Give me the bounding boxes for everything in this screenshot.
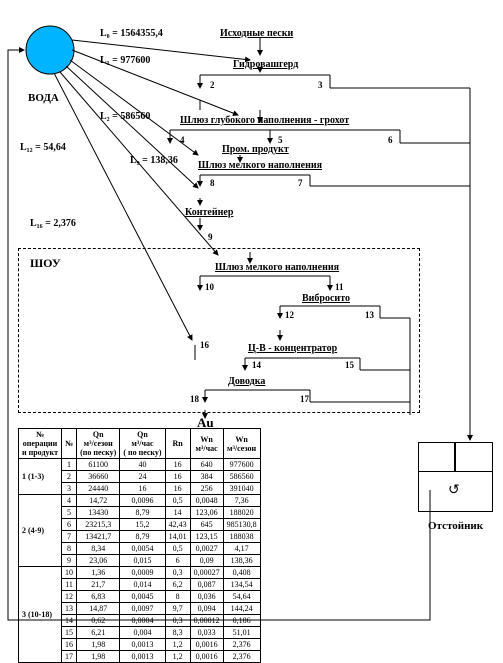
flow-l12: L₁₂ = 54,64 (20, 142, 66, 153)
table-row: 3 (10-18)101,360,00090,30,000270,408 (19, 567, 261, 579)
flow-l9: L₉ = 138,36 (130, 155, 178, 166)
settler-cell-1 (418, 442, 455, 472)
col-wn-hour: Wnм³/час (190, 429, 223, 459)
col-rn: Rn (165, 429, 190, 459)
settler-label: Отстойник (428, 520, 483, 532)
stage-shallow-sluice-1: Шлюз мелкого наполнения (198, 160, 322, 171)
num-8: 8 (210, 178, 215, 188)
stage-source-sands: Исходные пески (220, 28, 293, 39)
stage-hydro: Гидровашгерд (233, 59, 298, 70)
shou-box (18, 248, 420, 413)
water-label: ВОДА (28, 92, 59, 104)
settler-cell-2 (455, 442, 493, 472)
diagram-canvas: ВОДА L₀ = 1564355,4 L₁ = 977600 L₂ = 586… (0, 0, 503, 628)
stage-container: Контейнер (185, 207, 233, 218)
table-row: 1 (1-3)1611004016640977600 (19, 459, 261, 471)
flow-l16: L₁₆ = 2,376 (30, 218, 76, 229)
num-9: 9 (208, 232, 213, 242)
recycle-icon: ↺ (448, 482, 460, 499)
flow-l2: L₂ = 586560 (100, 111, 150, 122)
num-4: 4 (180, 135, 185, 145)
num-3: 3 (318, 80, 323, 90)
num-6: 6 (388, 135, 393, 145)
num-2: 2 (210, 80, 215, 90)
table-row: 2 (4-9)414,720,00960,50,00487,36 (19, 495, 261, 507)
col-wn-season: Wnм³/сезон (223, 429, 260, 459)
num-5: 5 (278, 135, 283, 145)
flow-l0: L₀ = 1564355,4 (100, 28, 163, 39)
num-7: 7 (298, 178, 303, 188)
stage-deep-sluice: Шлюз глубокого наполнения - грохот (180, 115, 349, 126)
shou-title: ШОУ (30, 256, 61, 271)
flow-l1: L₁ = 977600 (100, 55, 150, 66)
col-qn-hour: Qnм³/час( по песку) (120, 429, 165, 459)
col-op: №операциии продукт (19, 429, 62, 459)
col-n: № (62, 429, 77, 459)
stage-prom-product: Пром. продукт (222, 144, 289, 155)
col-qn-season: Qnм³/сезон(по песку) (77, 429, 120, 459)
